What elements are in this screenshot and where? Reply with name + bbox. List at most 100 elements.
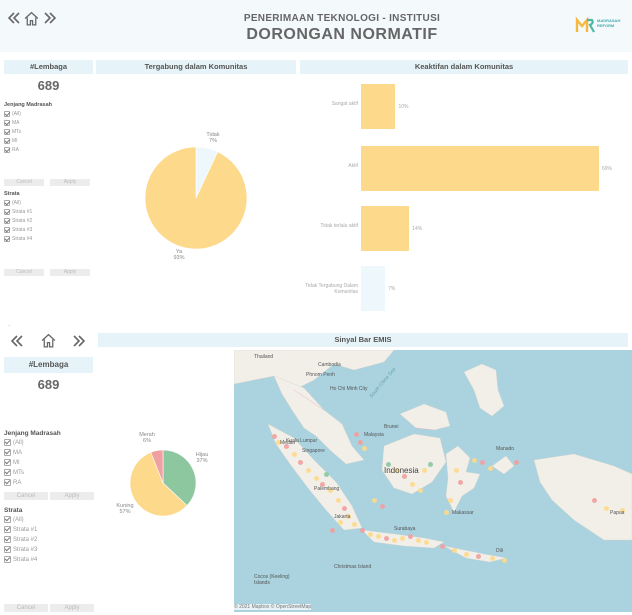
map-point[interactable] <box>415 537 421 543</box>
map-point[interactable] <box>327 487 333 493</box>
filter-option[interactable]: MA <box>4 449 22 456</box>
map-point[interactable] <box>489 555 495 561</box>
forward-button[interactable] <box>42 10 58 31</box>
checkbox-checked-icon[interactable] <box>4 526 11 533</box>
filter-option[interactable]: Strata #2 <box>4 218 32 224</box>
map-point[interactable] <box>479 459 485 465</box>
checkbox-checked-icon[interactable] <box>4 236 10 242</box>
map-point[interactable] <box>367 531 373 537</box>
map-point[interactable] <box>451 547 457 553</box>
checkbox-checked-icon[interactable] <box>4 209 10 215</box>
filter-option[interactable]: Strata #1 <box>4 526 37 533</box>
checkbox-checked-icon[interactable] <box>4 459 11 466</box>
bar-2[interactable] <box>361 206 410 251</box>
map-point[interactable] <box>423 539 429 545</box>
map-point[interactable] <box>383 535 389 541</box>
map-point[interactable] <box>275 439 281 445</box>
checkbox-checked-icon[interactable] <box>4 138 10 144</box>
filter-option[interactable]: MTs <box>4 129 21 135</box>
map-point[interactable] <box>351 521 357 527</box>
filter-option[interactable]: MI <box>4 138 18 144</box>
map-point[interactable] <box>603 505 609 511</box>
map-point[interactable] <box>371 497 377 503</box>
checkbox-checked-icon[interactable] <box>4 516 11 523</box>
map-point[interactable] <box>323 471 329 477</box>
emis-map[interactable]: Thailand Cambodia Phnom Penh Ho Chi Minh… <box>234 350 632 612</box>
checkbox-checked-icon[interactable] <box>4 439 11 446</box>
back-button[interactable] <box>6 10 22 31</box>
filter-option[interactable]: MI <box>4 459 20 466</box>
sinyal-pie-slice-merah[interactable] <box>150 449 164 484</box>
filter-option[interactable]: Strata #2 <box>4 536 37 543</box>
komunitas-pie-slice-ya[interactable] <box>144 146 248 250</box>
filter-option[interactable]: RA <box>4 147 19 153</box>
filter-option[interactable]: (All) <box>4 111 21 117</box>
map-point[interactable] <box>487 465 493 471</box>
checkbox-checked-icon[interactable] <box>4 200 10 206</box>
map-point[interactable] <box>305 467 311 473</box>
checkbox-checked-icon[interactable] <box>4 111 10 117</box>
map-point[interactable] <box>271 433 277 439</box>
map-point[interactable] <box>361 445 367 451</box>
bar-1[interactable] <box>361 146 599 191</box>
filter-strata-cancel[interactable]: Cancel <box>4 269 44 276</box>
bar-3[interactable] <box>361 266 386 311</box>
forward-button-2[interactable] <box>71 333 87 354</box>
filter-option[interactable]: (All) <box>4 439 24 446</box>
checkbox-checked-icon[interactable] <box>4 536 11 543</box>
filter-jenjang-apply[interactable]: Apply <box>50 179 90 186</box>
map-point[interactable] <box>513 459 519 465</box>
filter-strata-apply-2[interactable]: Apply <box>50 604 94 612</box>
checkbox-checked-icon[interactable] <box>4 129 10 135</box>
filter-option[interactable]: Strata #3 <box>4 227 32 233</box>
map-point[interactable] <box>407 533 413 539</box>
checkbox-checked-icon[interactable] <box>4 218 10 224</box>
checkbox-checked-icon[interactable] <box>4 120 10 126</box>
filter-option[interactable]: Strata #1 <box>4 209 32 215</box>
filter-option[interactable]: (All) <box>4 516 24 523</box>
map-point[interactable] <box>463 551 469 557</box>
map-point[interactable] <box>443 509 449 515</box>
map-point[interactable] <box>475 553 481 559</box>
home-button[interactable] <box>23 10 40 32</box>
filter-option[interactable]: MTs <box>4 469 24 476</box>
filter-option[interactable]: (All) <box>4 200 21 206</box>
map-point[interactable] <box>393 467 399 473</box>
map-point[interactable] <box>447 497 453 503</box>
map-point[interactable] <box>291 451 297 457</box>
map-point[interactable] <box>335 497 341 503</box>
checkbox-checked-icon[interactable] <box>4 147 10 153</box>
map-point[interactable] <box>471 457 477 463</box>
map-point[interactable] <box>427 461 433 467</box>
filter-strata-apply[interactable]: Apply <box>50 269 90 276</box>
map-point[interactable] <box>409 481 415 487</box>
map-point[interactable] <box>297 459 303 465</box>
filter-option[interactable]: Strata #4 <box>4 556 37 563</box>
map-point[interactable] <box>417 487 423 493</box>
filter-option[interactable]: MA <box>4 120 20 126</box>
map-point[interactable] <box>453 467 459 473</box>
map-point[interactable] <box>345 513 351 519</box>
home-button-2[interactable] <box>40 332 57 354</box>
map-point[interactable] <box>329 527 335 533</box>
map-point[interactable] <box>439 543 445 549</box>
bar-0[interactable] <box>361 84 396 129</box>
checkbox-checked-icon[interactable] <box>4 469 11 476</box>
filter-jenjang-cancel-2[interactable]: Cancel <box>4 492 48 500</box>
filter-jenjang-apply-2[interactable]: Apply <box>50 492 94 500</box>
map-point[interactable] <box>375 533 381 539</box>
map-point[interactable] <box>283 443 289 449</box>
map-point[interactable] <box>385 461 391 467</box>
checkbox-checked-icon[interactable] <box>4 449 11 456</box>
map-point[interactable] <box>319 481 325 487</box>
map-point[interactable] <box>401 473 407 479</box>
sinyal-pie-slice-kuning[interactable] <box>129 451 188 517</box>
map-point[interactable] <box>313 475 319 481</box>
map-point[interactable] <box>399 535 405 541</box>
map-point[interactable] <box>619 507 625 513</box>
filter-option[interactable]: RA <box>4 479 21 486</box>
filter-jenjang-cancel[interactable]: Cancel <box>4 179 44 186</box>
filter-strata-cancel-2[interactable]: Cancel <box>4 604 48 612</box>
filter-option[interactable]: Strata #3 <box>4 546 37 553</box>
sinyal-pie-slice-hijau[interactable] <box>162 449 197 507</box>
